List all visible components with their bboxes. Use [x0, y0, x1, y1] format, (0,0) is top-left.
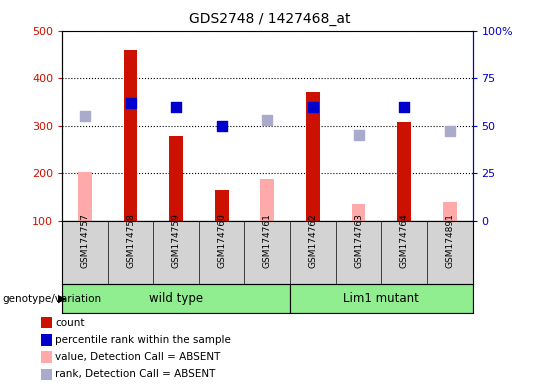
Point: [308, 104, 317, 110]
Bar: [62, 284, 290, 313]
Point: [446, 128, 454, 134]
Point: [263, 117, 272, 123]
Bar: [352, 204, 366, 221]
Text: GDS2748 / 1427468_at: GDS2748 / 1427468_at: [189, 12, 351, 25]
Bar: [260, 179, 274, 221]
Bar: [443, 202, 456, 221]
Bar: [215, 190, 228, 221]
Point: [80, 113, 89, 119]
Text: genotype/variation: genotype/variation: [3, 293, 102, 304]
Text: value, Detection Call = ABSENT: value, Detection Call = ABSENT: [55, 352, 220, 362]
Bar: [169, 136, 183, 221]
Text: count: count: [55, 318, 85, 328]
Text: rank, Detection Call = ABSENT: rank, Detection Call = ABSENT: [55, 369, 215, 379]
Text: wild type: wild type: [149, 292, 203, 305]
Bar: [290, 284, 472, 313]
Point: [126, 100, 135, 106]
Point: [354, 132, 363, 138]
Bar: [397, 122, 411, 221]
Text: Lim1 mutant: Lim1 mutant: [343, 292, 419, 305]
Text: percentile rank within the sample: percentile rank within the sample: [55, 335, 231, 345]
Bar: [78, 172, 92, 221]
Text: ▶: ▶: [58, 293, 67, 304]
Bar: [124, 50, 137, 221]
Point: [172, 104, 180, 110]
Point: [400, 104, 408, 110]
Point: [218, 123, 226, 129]
Bar: [306, 91, 320, 221]
